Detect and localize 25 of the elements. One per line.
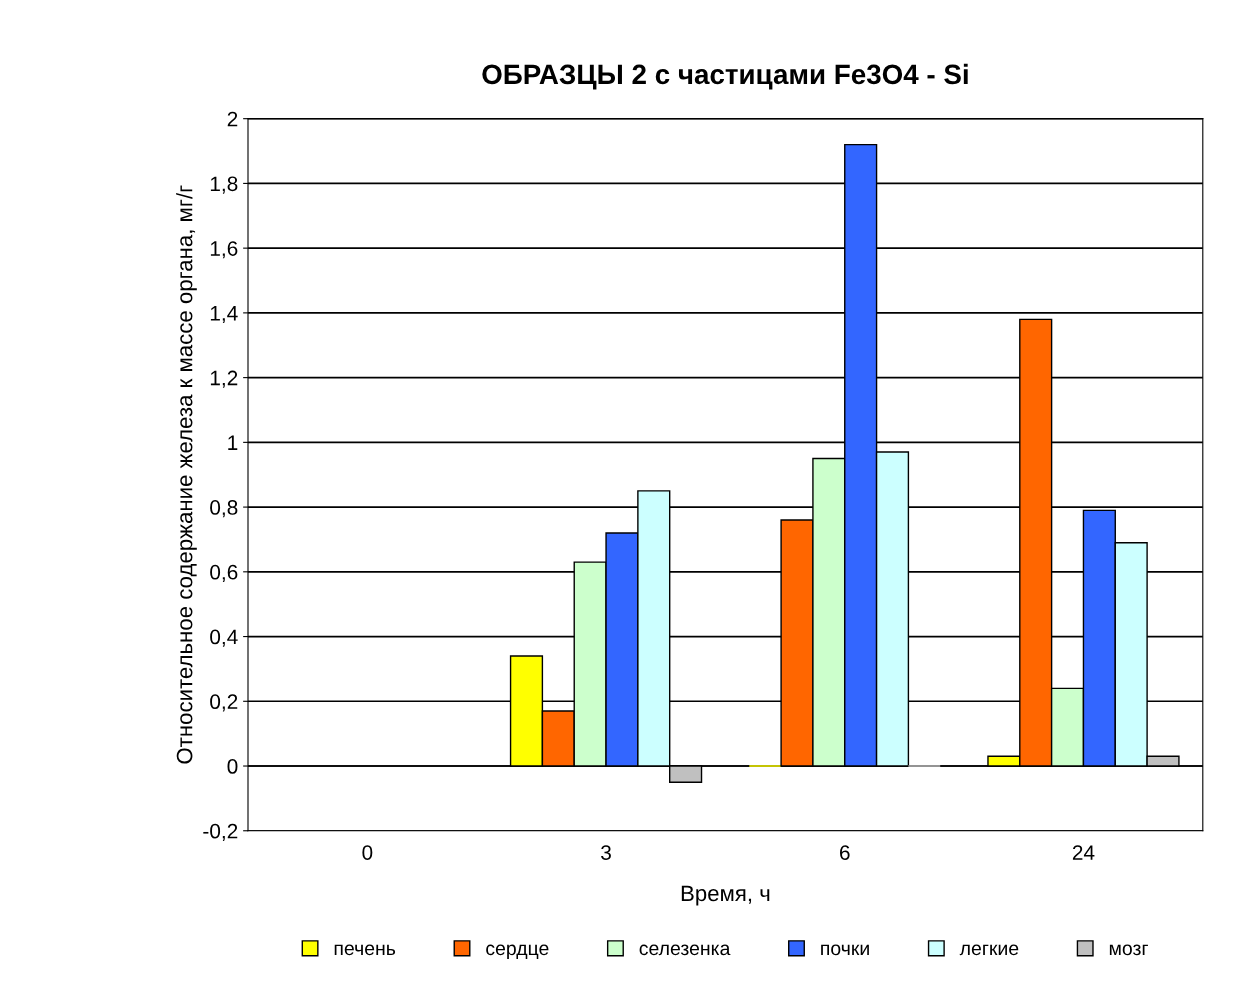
y-tick-label: 0,8 <box>210 500 238 518</box>
legend-label: легкие <box>959 944 1019 956</box>
y-tick-label: 2 <box>227 111 238 127</box>
y-tick-label: 0,6 <box>210 564 238 583</box>
y-tick-label: 1,6 <box>210 241 238 259</box>
chart-title: ОБРАЗЦЫ 2 с частицами Fe3O4 - Si <box>482 63 968 90</box>
x-axis-title: Время, ч <box>681 885 770 906</box>
legend-label: селезенка <box>639 944 731 956</box>
x-tick-label: 3 <box>601 845 611 860</box>
y-tick-label: 1 <box>228 435 238 450</box>
y-tick-label: 1,2 <box>210 370 238 388</box>
legend-label: мозг <box>1109 944 1148 956</box>
y-tick-label: 1,4 <box>210 306 238 324</box>
x-tick-label: 24 <box>1072 845 1095 860</box>
y-tick-label: 0,4 <box>210 629 238 647</box>
legend-label: почки <box>821 944 869 956</box>
x-tick-label: 0 <box>362 845 373 860</box>
x-tick-label: 6 <box>840 845 850 860</box>
y-axis-title: Относительное содержание железа к массе органа, мг/г <box>176 185 197 764</box>
legend-label: печень <box>334 944 396 956</box>
y-tick-label: 0,2 <box>210 694 238 712</box>
y-tick-label: 1,8 <box>210 176 238 194</box>
y-tick-label: 0 <box>227 759 238 774</box>
y-tick-label: -0,2 <box>203 823 238 841</box>
legend-label: сердце <box>486 944 549 960</box>
